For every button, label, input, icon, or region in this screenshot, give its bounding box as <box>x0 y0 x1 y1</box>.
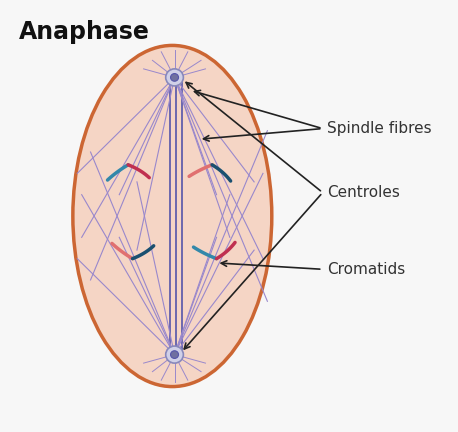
Text: Spindle fibres: Spindle fibres <box>327 121 432 136</box>
Text: Anaphase: Anaphase <box>18 20 149 44</box>
Circle shape <box>166 69 183 86</box>
Text: Cromatids: Cromatids <box>327 262 405 277</box>
Circle shape <box>166 346 183 363</box>
Circle shape <box>170 73 179 81</box>
Ellipse shape <box>73 45 272 387</box>
Text: Centroles: Centroles <box>327 185 400 200</box>
Circle shape <box>170 351 179 359</box>
